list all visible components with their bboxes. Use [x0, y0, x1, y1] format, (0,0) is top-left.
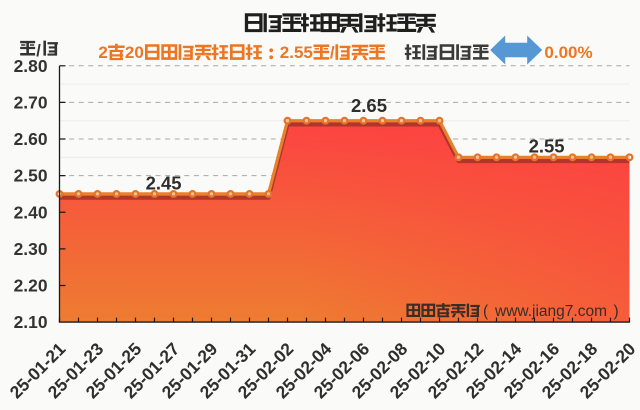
svg-text:2.10: 2.10 — [14, 312, 48, 332]
svg-text:20: 20 — [125, 43, 144, 62]
svg-text:2.30: 2.30 — [14, 239, 48, 259]
svg-text:/: / — [330, 43, 335, 62]
svg-text:/: / — [36, 42, 41, 60]
svg-text:2.70: 2.70 — [14, 93, 48, 113]
svg-text:2: 2 — [98, 43, 107, 62]
svg-text:0.00%: 0.00% — [544, 43, 592, 62]
svg-text:2.45: 2.45 — [146, 173, 182, 194]
svg-text:www.jiang7.com: www.jiang7.com — [494, 303, 607, 320]
svg-text:2.40: 2.40 — [14, 202, 48, 222]
svg-text:2.80: 2.80 — [14, 56, 48, 76]
svg-text:2.20: 2.20 — [14, 276, 48, 296]
svg-text:2.55: 2.55 — [529, 136, 565, 157]
svg-text:2.55: 2.55 — [280, 43, 313, 62]
svg-text:2.65: 2.65 — [351, 95, 387, 116]
svg-text:): ) — [614, 303, 619, 320]
svg-text:(: ( — [483, 303, 489, 320]
svg-text:2.60: 2.60 — [14, 129, 48, 149]
svg-text:2.50: 2.50 — [14, 166, 48, 186]
